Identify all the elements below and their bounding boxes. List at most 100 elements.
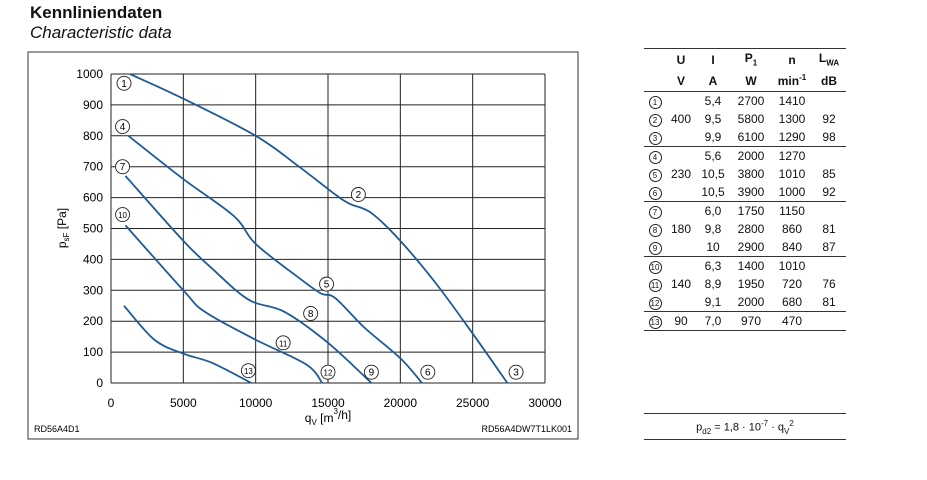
curve-label: 5 [324,280,330,291]
x-tick-label: 30000 [528,396,562,410]
cell-n: 840 [781,240,803,254]
cell-i: 9,5 [704,112,722,126]
table-row: 7 6,0 1750 1150 [644,201,846,220]
table-row: 2 400 9,5 5800 1300 92 [644,110,846,128]
header-u: U [676,52,686,67]
cell-id: 7 [644,204,666,219]
cell-i: 5,4 [704,94,722,108]
cell-p: 3800 [737,167,765,181]
cell-u: 400 [670,112,692,126]
cell-p: 1950 [737,277,765,291]
cell-p: 2000 [737,149,765,163]
table-row: 4 5,6 2000 1270 [644,146,846,165]
cell-u: 180 [670,222,692,236]
curve-label-circle [116,75,132,91]
cell-i: 10 [706,240,720,254]
cell-u: 140 [670,277,692,291]
unit-u: V [676,73,685,88]
y-tick-label: 700 [83,160,103,174]
x-tick-label: 5000 [170,396,197,410]
cell-i: 9,9 [704,130,722,144]
cell-p: 3900 [737,185,765,199]
y-axis-label-part: sF [62,232,71,241]
curve-label-circle [275,335,291,351]
curve-number-badge: 6 [648,186,662,200]
header-i: I [711,52,715,67]
x-tick-label: 0 [108,396,115,410]
table-row: 8 180 9,8 2800 860 81 [644,220,846,238]
curve-label: 13 [244,367,253,376]
cell-i: 8,9 [704,277,722,291]
table-row: 10 6,3 1400 1010 [644,256,846,275]
curve-label: 10 [118,211,127,220]
table-row: 5 230 10,5 3800 1010 85 [644,165,846,183]
unit-n: min-1 [777,73,807,88]
series-line-7-8-9 [124,175,373,384]
x-tick-label: 15000 [311,396,345,410]
cell-id: 10 [644,259,666,274]
curve-label-circle [303,306,319,321]
cell-n: 680 [781,295,803,309]
table-row: 3 9,9 6100 1290 98 [644,128,846,146]
curve-label-circle [319,276,335,292]
cell-n: 1010 [778,167,806,181]
y-tick-label: 200 [83,314,103,328]
cell-p: 2000 [737,295,765,309]
curve-number-badge: 3 [648,131,662,145]
cell-id: 13 [644,314,666,329]
cell-p: 1400 [737,259,765,273]
cell-id: 4 [644,149,666,164]
data-table: U I P1 n LWA V A W min-1 dB 1 5,4 2700 1410… [644,48,846,331]
curve-label-circle [115,159,131,175]
cell-n: 1150 [779,204,805,218]
x-tick-label: 20000 [384,396,418,410]
page-title: Kennliniendaten [30,3,163,22]
cell-id: 3 [644,130,666,145]
x-tick-label: 10000 [239,396,273,410]
curve-label-circle [420,364,436,380]
curve-label-circle [508,364,524,380]
y-tick-label: 300 [83,283,103,297]
curve-number-badge: 8 [648,223,662,237]
x-axis-label-part: [m [317,411,334,425]
curve-label-circle [320,364,336,380]
x-axis-label: qV [m3/h] [305,407,352,427]
curve-number-badge: 5 [648,168,662,182]
unit-l: dB [821,73,837,88]
y-axis-label-part: [Pa] [55,208,69,233]
y-axis-label-part: p [55,241,69,248]
table-row: 9 10 2900 840 87 [644,238,846,256]
y-tick-label: 100 [83,345,103,359]
curve-label: 9 [369,368,375,379]
x-axis-label-part: q [305,411,312,425]
cell-n: 1290 [778,130,806,144]
unit-p: W [745,73,757,88]
cell-n: 720 [781,277,803,291]
curve-label: 4 [120,122,126,133]
table-header-row: U I P1 n LWA [644,48,846,70]
x-axis-label-part: /h] [338,408,351,422]
cell-l: 76 [822,277,836,291]
cell-l: 98 [822,130,836,144]
cell-p: 2800 [737,222,765,236]
y-tick-label: 400 [83,252,103,266]
table-units-row: V A W min-1 dB [644,70,846,91]
table-row: 1 5,4 2700 1410 [644,91,846,110]
cell-id: 2 [644,112,666,127]
x-axis-label-part: V [311,418,317,427]
right-note: RD56A4DW7T1LK001 [481,424,572,434]
y-tick-label: 1000 [76,67,103,81]
cell-i: 9,1 [704,295,722,309]
cell-i: 10,5 [701,167,725,181]
header-p: P1 [744,51,758,68]
curve-label: 11 [279,339,288,348]
series-line-1-2-3 [129,73,509,384]
cell-l: 92 [822,112,836,126]
y-axis-label: psF [Pa] [55,208,71,248]
series-line-10-11-12 [124,224,323,384]
curve-number-badge: 11 [648,278,662,292]
cell-i: 6,3 [704,259,722,273]
cell-i: 10,5 [701,185,725,199]
cell-l: 85 [822,167,836,181]
cell-l: 87 [822,240,836,254]
